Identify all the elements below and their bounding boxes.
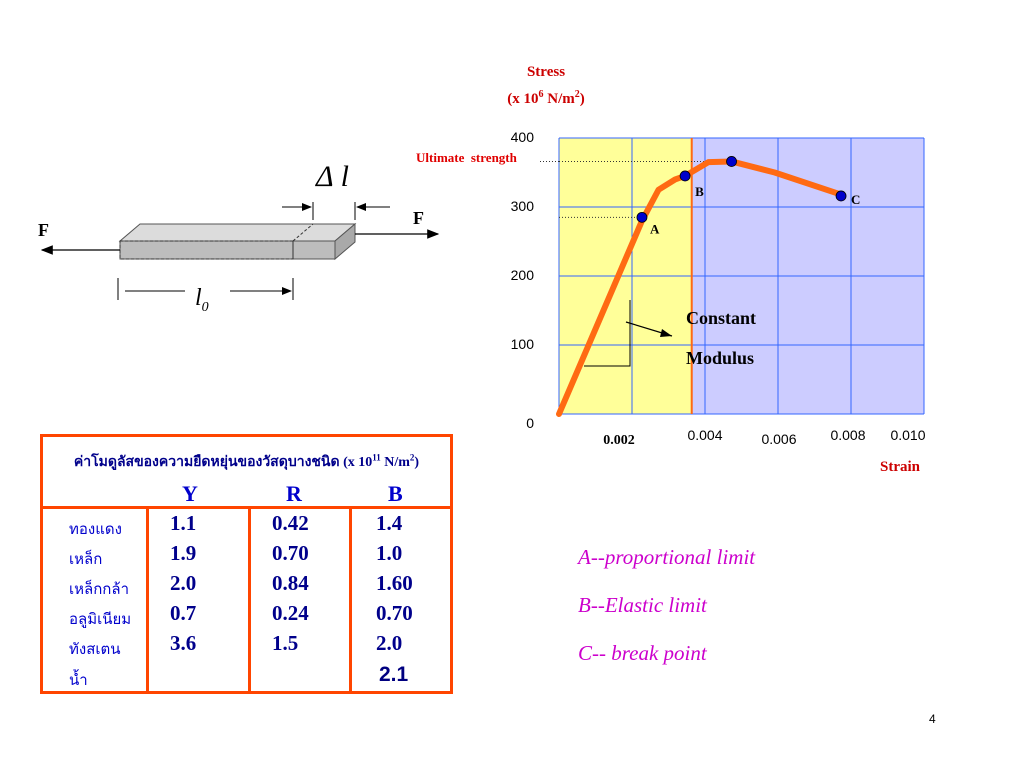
material-2: เหล็กกล้า — [69, 582, 129, 598]
legend-elastic-limit: B--Elastic limit — [578, 593, 707, 617]
y-tick-label-3: 300 — [511, 198, 535, 214]
b-value-2: 1.60 — [376, 571, 413, 595]
y-tick-label-0: 0 — [526, 415, 534, 431]
curve-point-c — [835, 190, 847, 202]
x-tick-label-0: 0.002 — [603, 433, 635, 448]
table-caption: ค่าโมดูลัสของความยืดหยุ่นของวัสดุบางชนิด… — [73, 452, 420, 470]
col-header-y: Y — [182, 481, 198, 506]
point-label-a: A — [650, 221, 660, 236]
material-4: ทังสเตน — [69, 642, 121, 658]
force-label-right: F — [413, 208, 424, 228]
material-5: น้ำ — [69, 673, 88, 689]
modulus-label: Modulus — [686, 348, 755, 368]
r-value-2: 0.84 — [272, 571, 309, 595]
legend-proportional-limit: A--proportional limit — [578, 545, 756, 569]
y-tick-label-1: 100 — [511, 336, 535, 352]
length-label: l0 — [195, 285, 209, 315]
specimen-diagram — [40, 202, 440, 300]
b-value-5: 2.1 — [379, 663, 409, 686]
material-1: เหล็ก — [69, 552, 103, 568]
page-number: 4 — [929, 712, 936, 726]
y-value-4: 3.6 — [170, 631, 197, 655]
x-tick-label-1: 0.004 — [687, 427, 722, 443]
r-value-3: 0.24 — [272, 601, 309, 625]
b-value-0: 1.4 — [376, 511, 403, 535]
delta-l-label: Δ l — [316, 160, 349, 193]
r-value-1: 0.70 — [272, 541, 309, 565]
curve-point-b — [679, 170, 691, 182]
col-header-b: B — [388, 481, 403, 506]
modulus-triangle — [584, 300, 631, 367]
material-0: ทองแดง — [69, 522, 122, 538]
point-label-c: C — [851, 192, 860, 207]
ultimate-strength-label: Ultimate strength — [416, 150, 517, 165]
legend-break-point: C-- break point — [578, 641, 707, 665]
curve-point-a — [636, 211, 648, 223]
r-value-4: 1.5 — [272, 631, 299, 655]
curve-point-ultimate — [726, 156, 737, 167]
y-axis-title: Stress (x 106 N/m2) — [507, 64, 585, 107]
strain-axis-title: Strain — [880, 459, 921, 475]
modulus-arrowhead — [660, 329, 672, 337]
y-tick-label-4: 400 — [511, 129, 535, 145]
y-value-3: 0.7 — [170, 601, 197, 625]
modulus-table: ค่าโมดูลัสของความยืดหยุ่นของวัสดุบางชนิด… — [40, 434, 453, 694]
y-value-2: 2.0 — [170, 571, 197, 595]
table-header: ค่าโมดูลัสของความยืดหยุ่นของวัสดุบางชนิด… — [43, 437, 450, 509]
force-label-left: F — [38, 220, 49, 240]
x-tick-label-3: 0.008 — [830, 427, 865, 443]
point-label-b: B — [695, 184, 704, 199]
y-value-0: 1.1 — [170, 511, 197, 535]
x-tick-label-4: 0.010 — [890, 427, 925, 443]
b-value-4: 2.0 — [376, 631, 403, 655]
b-value-1: 1.0 — [376, 541, 403, 565]
col-header-r: R — [286, 481, 302, 506]
material-3: อลูมิเนียม — [69, 612, 132, 628]
x-tick-label-2: 0.006 — [761, 431, 796, 447]
r-value-0: 0.42 — [272, 511, 309, 535]
length-subscript: 0 — [201, 299, 209, 315]
constant-label: Constant — [686, 308, 757, 328]
y-value-1: 1.9 — [170, 541, 197, 565]
b-value-3: 0.70 — [376, 601, 413, 625]
y-tick-label-2: 200 — [511, 267, 535, 283]
